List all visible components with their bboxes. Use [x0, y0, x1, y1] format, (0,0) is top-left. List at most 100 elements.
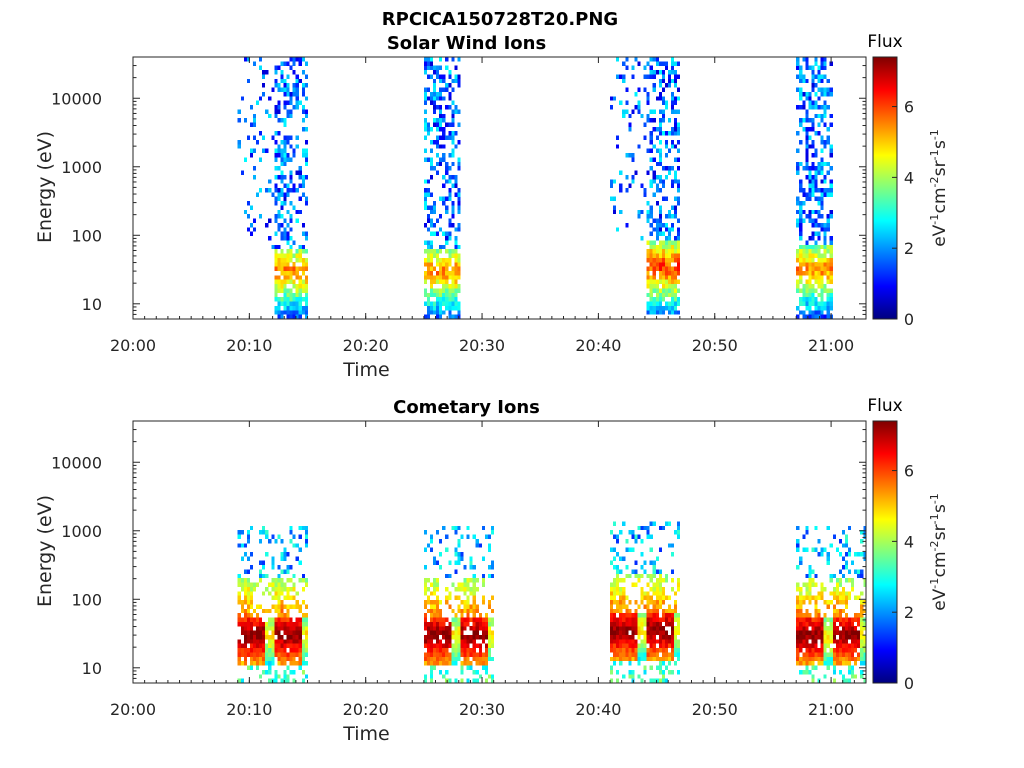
heatmap-cell [616, 144, 620, 149]
heatmap-cell [820, 214, 824, 219]
heatmap-cell [436, 652, 440, 657]
heatmap-cell [472, 626, 476, 631]
heatmap-cell [457, 525, 461, 531]
heatmap-cell [658, 275, 662, 280]
heatmap-cell [243, 613, 247, 618]
heatmap-cell [457, 284, 461, 289]
heatmap-cell [668, 613, 672, 618]
heatmap-cell [860, 652, 864, 657]
heatmap-cell [253, 630, 257, 635]
heatmap-cell [298, 617, 302, 622]
heatmap-cell [796, 266, 800, 271]
heatmap-cell [469, 626, 473, 631]
heatmap-cell [304, 626, 308, 631]
heatmap-cell [826, 214, 830, 219]
heatmap-cell [436, 262, 440, 267]
heatmap-cell [436, 297, 440, 302]
heatmap-cell [304, 604, 308, 609]
heatmap-cell [802, 249, 806, 254]
heatmap-cell [814, 639, 818, 644]
heatmap-cell [622, 556, 626, 561]
heatmap-cell [677, 271, 681, 276]
heatmap-cell [268, 113, 272, 119]
x-tick-label: 20:50 [692, 336, 738, 355]
heatmap-cell [274, 65, 278, 71]
heatmap-cell [277, 227, 281, 232]
heatmap-cell [854, 595, 858, 601]
heatmap-cell [835, 626, 839, 631]
heatmap-cell [823, 305, 827, 311]
heatmap-cell [436, 604, 440, 609]
heatmap-cell [451, 648, 455, 653]
heatmap-cell [289, 113, 293, 119]
heatmap-cell [845, 604, 849, 609]
heatmap-cell [457, 161, 461, 167]
heatmap-cell [863, 652, 867, 657]
heatmap-cell [301, 288, 305, 293]
heatmap-cell [292, 292, 296, 298]
heatmap-cell [445, 231, 449, 237]
heatmap-cell [454, 635, 458, 640]
heatmap-cell [805, 57, 809, 62]
heatmap-cell [625, 604, 629, 609]
heatmap-cell [661, 78, 665, 84]
heatmap-cell [610, 621, 614, 627]
heatmap-cell [863, 582, 867, 587]
heatmap-cell [631, 109, 635, 114]
heatmap-cell [478, 652, 482, 657]
heatmap-cell [674, 275, 678, 280]
heatmap-cell [283, 639, 287, 644]
heatmap-cell [259, 639, 263, 644]
heatmap-cell [265, 573, 269, 579]
heatmap-cell [295, 292, 299, 298]
heatmap-cell [298, 166, 302, 171]
heatmap-cell [478, 674, 482, 679]
heatmap-cell [616, 630, 620, 635]
heatmap-cell [304, 534, 308, 539]
heatmap-cell [851, 652, 855, 657]
heatmap-cell [808, 621, 812, 627]
heatmap-cell [826, 222, 830, 228]
heatmap-cell [857, 643, 861, 649]
heatmap-cell [799, 87, 803, 92]
heatmap-cell [274, 578, 278, 583]
heatmap-cell [472, 613, 476, 618]
heatmap-cell [423, 135, 427, 140]
heatmap-cell [301, 249, 305, 254]
heatmap-cell [652, 284, 656, 289]
heatmap-cell [295, 249, 299, 254]
heatmap-cell [265, 656, 269, 662]
heatmap-cell [658, 600, 662, 605]
heatmap-cell [625, 57, 629, 62]
heatmap-cell [664, 271, 668, 276]
heatmap-cell [469, 652, 473, 657]
heatmap-cell [610, 591, 614, 596]
heatmap-cell [829, 122, 833, 127]
heatmap-cell [274, 70, 278, 75]
heatmap-cell [430, 661, 434, 666]
heatmap-cell [430, 140, 434, 145]
heatmap-cell [439, 639, 443, 644]
heatmap-cell [668, 608, 672, 614]
heatmap-cell [274, 148, 278, 154]
heatmap-cell [274, 266, 278, 271]
heatmap-cell [445, 595, 449, 601]
heatmap-cell [832, 678, 836, 683]
heatmap-cell [481, 600, 485, 605]
heatmap-cell [430, 74, 434, 79]
heatmap-cell [652, 582, 656, 587]
heatmap-cell [439, 91, 443, 97]
heatmap-cell [826, 78, 830, 84]
heatmap-cell [481, 573, 485, 579]
heatmap-cell [454, 643, 458, 649]
heatmap-cell [442, 635, 446, 640]
heatmap-cell [823, 621, 827, 627]
heatmap-cell [445, 122, 449, 127]
heatmap-cell [442, 621, 446, 627]
heatmap-cell [478, 617, 482, 622]
heatmap-cell [652, 573, 656, 579]
heatmap-cell [826, 279, 830, 285]
heatmap-cell [262, 669, 266, 675]
heatmap-cell [613, 595, 617, 601]
